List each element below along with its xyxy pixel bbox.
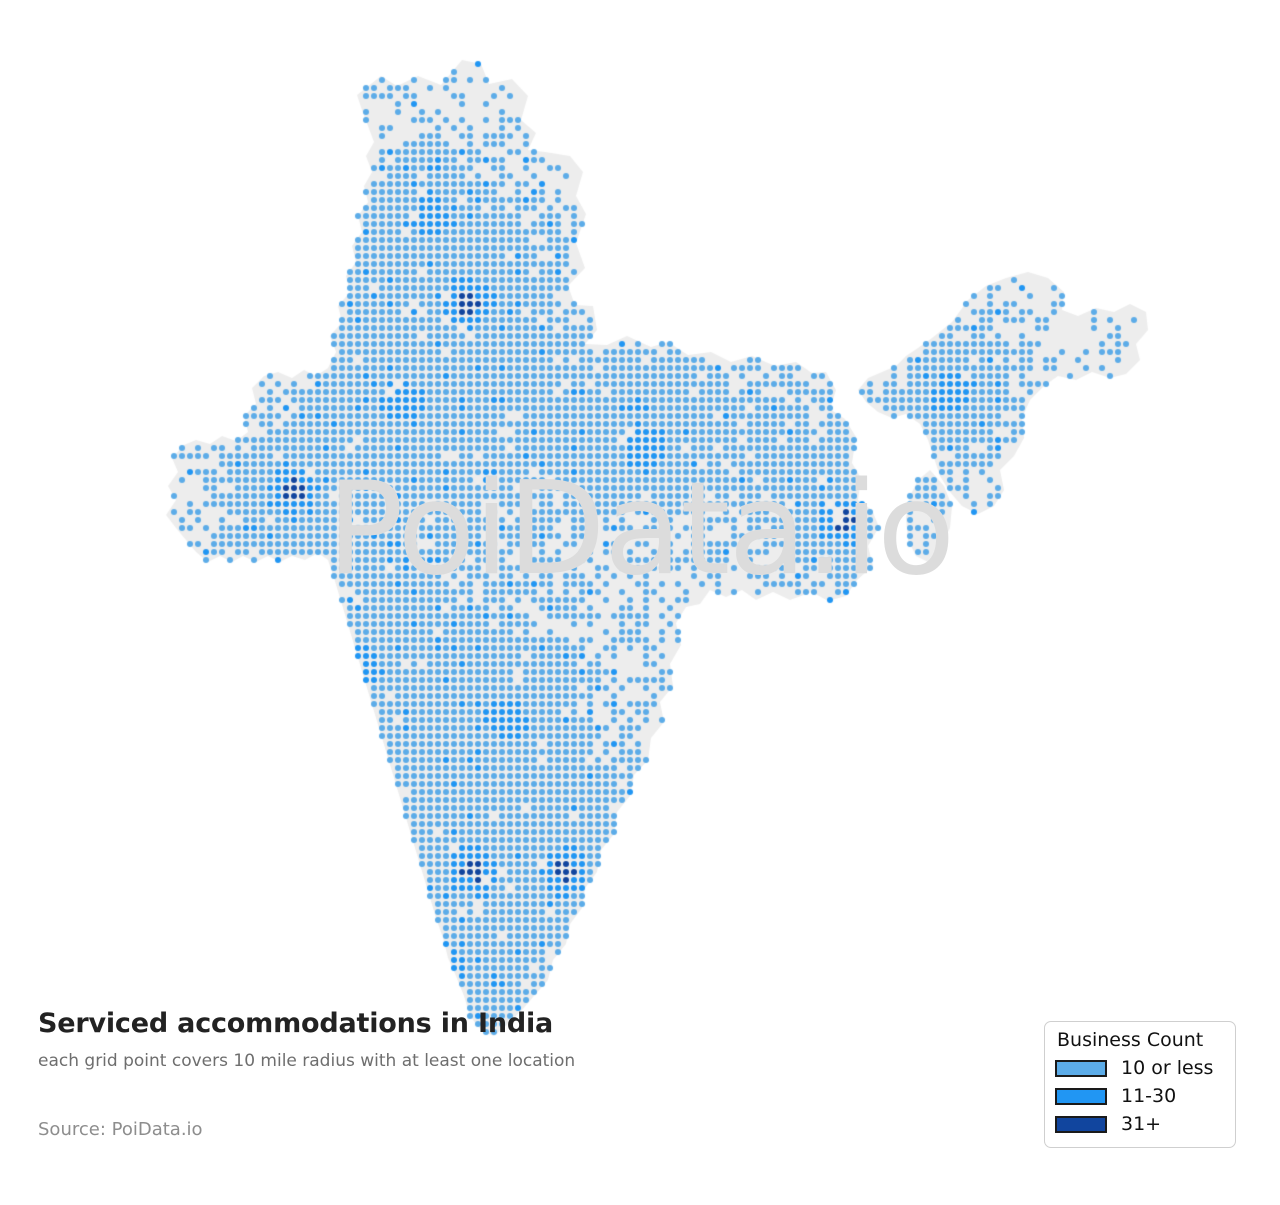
legend: Business Count 10 or less 11-30 31+	[1044, 1021, 1236, 1148]
legend-title: Business Count	[1057, 1029, 1204, 1051]
page-subtitle: each grid point covers 10 mile radius wi…	[38, 1051, 576, 1071]
legend-item-mid[interactable]: 11-30	[1055, 1082, 1225, 1110]
page-title: Serviced accommodations in India	[38, 1008, 554, 1039]
legend-item-low[interactable]: 10 or less	[1055, 1054, 1225, 1082]
legend-swatch-low	[1055, 1059, 1107, 1077]
legend-swatch-mid	[1055, 1087, 1107, 1105]
legend-label-low: 10 or less	[1121, 1057, 1214, 1079]
legend-swatch-high	[1055, 1115, 1107, 1133]
legend-label-high: 31+	[1121, 1113, 1162, 1135]
legend-item-high[interactable]: 31+	[1055, 1110, 1225, 1138]
caption-block: Serviced accommodations in India each gr…	[38, 1008, 575, 1140]
legend-label-mid: 11-30	[1121, 1085, 1177, 1107]
source-note: Source: PoiData.io	[38, 1119, 203, 1140]
